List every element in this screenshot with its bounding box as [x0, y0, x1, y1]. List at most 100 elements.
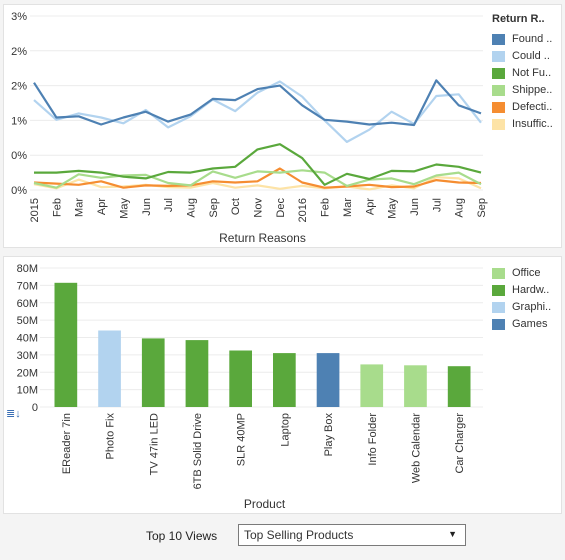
- legend-swatch: [492, 84, 505, 96]
- top-views-label: Top 10 Views: [146, 529, 218, 543]
- x-tick-label: Sep: [208, 198, 220, 218]
- line-legend-title: Return R..: [492, 13, 545, 25]
- x-tick-label: Car Charger: [454, 413, 466, 474]
- line-legend-item[interactable]: Shippe..: [492, 83, 552, 97]
- bar-legend-item[interactable]: Hardw..: [492, 283, 549, 297]
- x-tick-label: Dec: [275, 198, 287, 218]
- series-line: [33, 167, 482, 189]
- x-tick-label: Feb: [320, 198, 332, 217]
- x-tick-label: Photo Fix: [105, 413, 117, 460]
- y-tick-label: 2%: [11, 81, 27, 93]
- legend-swatch: [492, 50, 505, 62]
- y-tick-label: 0%: [11, 185, 27, 197]
- bar: [98, 330, 121, 407]
- x-tick-label: Aug: [454, 198, 466, 218]
- y-tick-label: 20M: [17, 367, 38, 379]
- x-axis-title: Product: [244, 497, 286, 511]
- x-tick-label: EReader 7in: [61, 413, 73, 474]
- x-tick-label: Nov: [253, 198, 265, 218]
- x-tick-label: 2016: [297, 198, 309, 222]
- x-tick-label: Mar: [342, 198, 354, 217]
- views-dropdown[interactable]: Top Selling Products ▼: [238, 524, 466, 546]
- y-tick-label: 2%: [11, 46, 27, 58]
- series-line: [33, 169, 482, 189]
- line-chart: 0% 0% 1% 2% 2% 3% 2015 Feb Mar Apr May Jun Jul Aug Sep…: [11, 11, 488, 245]
- legend-swatch: [492, 67, 505, 79]
- legend-label: Games: [512, 318, 548, 330]
- bar: [54, 282, 78, 407]
- bar: [185, 340, 209, 407]
- bar: [447, 366, 471, 407]
- legend-label: Shippe..: [512, 84, 553, 96]
- x-axis-title: Return Reasons: [219, 231, 306, 245]
- x-tick-label: May: [387, 198, 399, 219]
- x-tick-label: 2015: [29, 198, 41, 222]
- y-tick-label: 10M: [17, 385, 38, 397]
- series-line: [33, 80, 482, 143]
- legend-label: Found ..: [512, 33, 553, 45]
- legend-label: Insuffic..: [512, 118, 553, 130]
- x-tick-label: May: [118, 198, 130, 219]
- x-tick-label: Jun: [409, 198, 421, 216]
- y-tick-label: 0: [32, 402, 38, 414]
- legend-swatch: [492, 33, 505, 45]
- x-tick-label: Info Folder: [367, 413, 379, 466]
- legend-label: Hardw..: [512, 284, 550, 296]
- bar-chart-panel: 0 10M 20M 30M 40M 50M 60M 70M 80M EReader 7in Phot…: [3, 256, 562, 514]
- bar: [360, 364, 384, 407]
- legend-label: Not Fu..: [512, 67, 552, 79]
- line-chart-panel: 0% 0% 1% 2% 2% 3% 2015 Feb Mar Apr May Jun Jul Aug Sep…: [3, 4, 562, 248]
- bar-legend-item[interactable]: Games: [492, 317, 547, 331]
- x-tick-label: Apr: [364, 198, 376, 215]
- footer-bar: Top 10 Views Top Selling Products ▼: [0, 522, 565, 552]
- bar-chart: 0 10M 20M 30M 40M 50M 60M 70M 80M EReader 7in Phot…: [17, 263, 483, 511]
- y-tick-label: 30M: [17, 350, 38, 362]
- line-legend-item[interactable]: Defecti..: [492, 100, 552, 114]
- line-legend-item[interactable]: Could ..: [492, 49, 550, 63]
- x-tick-label: Mar: [74, 198, 86, 217]
- legend-swatch: [492, 301, 505, 313]
- sort-icon[interactable]: ≣↓: [6, 408, 21, 420]
- x-tick-label: SLR 40MP: [236, 413, 248, 466]
- bar-legend-item[interactable]: Office: [492, 266, 541, 280]
- line-legend-item[interactable]: Not Fu..: [492, 66, 551, 80]
- y-tick-label: 50M: [17, 315, 38, 327]
- x-tick-label: Aug: [185, 198, 197, 218]
- chevron-down-icon: ▼: [448, 529, 457, 539]
- views-dropdown-value: Top Selling Products: [244, 528, 354, 542]
- series-line: [33, 79, 482, 127]
- x-tick-label: TV 47in LED: [148, 413, 160, 475]
- legend-label: Graphi..: [512, 301, 552, 313]
- legend-swatch: [492, 267, 505, 279]
- line-legend-item[interactable]: Found ..: [492, 32, 552, 46]
- line-legend-item[interactable]: Insuffic..: [492, 117, 553, 131]
- x-tick-label: Jul: [431, 198, 443, 212]
- x-tick-label: 6TB Solid Drive: [192, 413, 204, 489]
- bar: [141, 338, 165, 407]
- legend-label: Could ..: [512, 50, 550, 62]
- y-tick-label: 80M: [17, 263, 38, 275]
- x-tick-label: Jun: [141, 198, 153, 216]
- legend-swatch: [492, 118, 505, 130]
- y-tick-label: 3%: [11, 11, 27, 23]
- x-tick-label: Laptop: [279, 413, 291, 447]
- x-tick-label: Sep: [476, 198, 488, 218]
- legend-label: Defecti..: [512, 101, 553, 113]
- x-tick-label: Apr: [96, 198, 108, 215]
- y-tick-label: 0%: [11, 150, 27, 162]
- bar: [273, 353, 296, 407]
- series-line: [34, 143, 482, 186]
- legend-swatch: [492, 318, 505, 330]
- y-tick-label: 40M: [17, 333, 38, 345]
- y-tick-label: 70M: [17, 280, 38, 292]
- legend-label: Office: [512, 267, 541, 279]
- y-tick-label: 1%: [11, 115, 27, 127]
- bar: [404, 365, 427, 407]
- legend-swatch: [492, 101, 505, 113]
- x-tick-label: Play Box: [323, 413, 335, 457]
- bar: [229, 350, 252, 407]
- bar-legend-item[interactable]: Graphi..: [492, 300, 551, 314]
- y-tick-label: 60M: [17, 298, 38, 310]
- legend-swatch: [492, 284, 505, 296]
- bar: [316, 353, 340, 407]
